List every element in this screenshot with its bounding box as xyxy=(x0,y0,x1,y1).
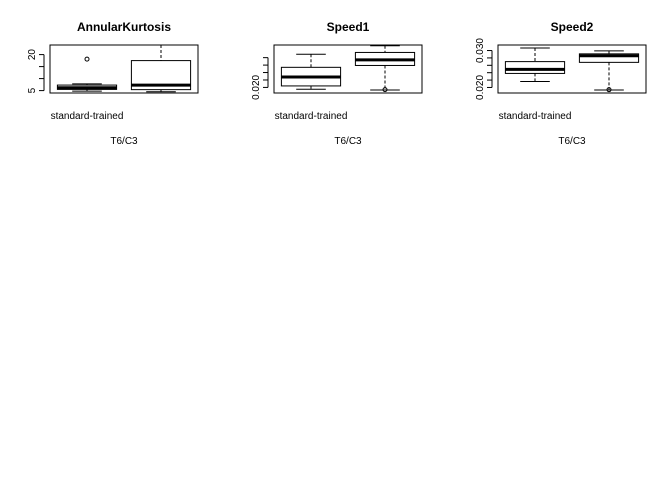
box-iqr xyxy=(578,53,640,63)
y-tick-label: 0.030 xyxy=(475,38,486,63)
plot-frame xyxy=(497,44,647,94)
panel-1: AnnularKurtosis 5 20 standard-trained T6/C3 xyxy=(27,20,199,147)
y-tick-label: 5 xyxy=(27,87,38,93)
chart-title: AnnularKurtosis xyxy=(77,20,171,34)
panel-2: Speed1 0.020 standard-trained T6/C3 xyxy=(251,20,423,147)
plot-frame xyxy=(273,44,423,94)
chart-title: Speed1 xyxy=(327,20,370,34)
x-axis-title: T6/C3 xyxy=(110,136,138,147)
y-tick-label: 0.020 xyxy=(251,74,262,99)
x-category-label: standard-trained xyxy=(499,111,572,122)
box-1 xyxy=(56,56,118,92)
outlier-point xyxy=(84,56,90,62)
plot-frame xyxy=(49,44,199,94)
outlier-point xyxy=(382,87,388,93)
outlier-point xyxy=(606,87,612,93)
y-tick-label: 20 xyxy=(27,49,38,61)
x-axis-title: T6/C3 xyxy=(558,136,586,147)
panel-3: Speed2 0.020 0.030 standard-trained T6/C3 xyxy=(475,20,647,147)
x-axis-title: T6/C3 xyxy=(334,136,362,147)
box-2 xyxy=(578,50,640,93)
box-2 xyxy=(354,45,416,93)
box-1 xyxy=(280,53,342,90)
box-2 xyxy=(130,44,192,93)
y-tick-label: 0.020 xyxy=(475,75,486,100)
x-category-label: standard-trained xyxy=(51,111,124,122)
chart-title: Speed2 xyxy=(551,20,594,34)
box-iqr xyxy=(504,61,566,74)
box-1 xyxy=(504,47,566,83)
x-category-label: standard-trained xyxy=(275,111,348,122)
